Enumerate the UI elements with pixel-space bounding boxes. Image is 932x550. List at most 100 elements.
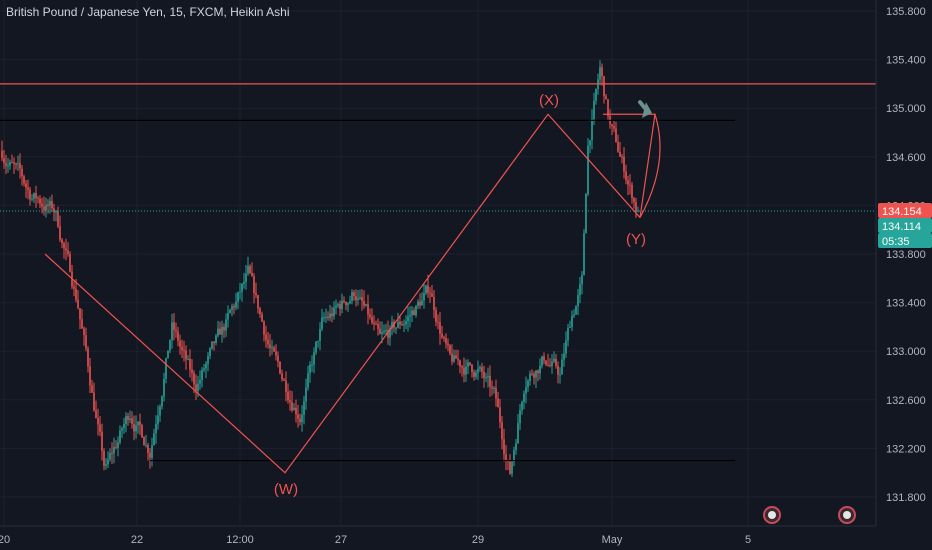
candle-body <box>73 286 75 289</box>
candle-body <box>471 364 473 373</box>
candle-body <box>405 321 407 325</box>
candle-body <box>271 347 273 349</box>
prev-price-tag-bg <box>878 218 932 233</box>
candle-body <box>355 296 357 301</box>
candle-body <box>583 233 585 276</box>
current-price-tag-bg <box>878 203 932 218</box>
candle-body <box>433 296 435 311</box>
candle-body <box>273 347 275 352</box>
candle-body <box>335 305 337 308</box>
candle-body <box>347 303 349 305</box>
candle-body <box>155 424 157 434</box>
candle-body <box>573 314 575 316</box>
candle-body <box>187 358 189 360</box>
candle-body <box>629 184 631 186</box>
candle-body <box>371 316 373 323</box>
candle-body <box>369 314 371 317</box>
candle-body <box>543 356 545 361</box>
time-tick-label: 27 <box>335 534 347 546</box>
candle-body <box>483 371 485 379</box>
candle-body <box>179 340 181 347</box>
candle-body <box>395 327 397 329</box>
candle-body <box>113 447 115 454</box>
candle-body <box>615 128 617 142</box>
candle-body <box>111 453 113 455</box>
candle-body <box>259 308 261 315</box>
candle-body <box>411 310 413 316</box>
candle-body <box>279 361 281 374</box>
candle-body <box>477 368 479 373</box>
candle-body <box>621 156 623 158</box>
candle-body <box>117 442 119 448</box>
candle-body <box>487 375 489 378</box>
time-axis[interactable]: 20 22 12:00 27 29 May 5 <box>0 525 876 546</box>
candle-body <box>161 396 163 407</box>
candle-body <box>43 206 45 211</box>
wave-label: (Y) <box>626 231 646 248</box>
candle-body <box>351 292 353 301</box>
candle-body <box>93 392 95 411</box>
candle-body <box>203 368 205 371</box>
price-tick-label: 135.000 <box>886 103 926 115</box>
candle-body <box>109 453 111 460</box>
chart-title: British Pound / Japanese Yen, 15, FXCM, … <box>6 5 290 19</box>
candle-body <box>469 362 471 365</box>
candle-body <box>247 266 249 274</box>
candle-body <box>489 375 491 387</box>
candle-body <box>333 307 335 317</box>
candle-body <box>317 340 319 342</box>
candle-body <box>75 288 77 300</box>
candle-body <box>539 365 541 374</box>
candle-body <box>627 180 629 185</box>
candle-body <box>493 388 495 390</box>
candle-body <box>231 306 233 310</box>
candle-body <box>425 285 427 294</box>
uk-event-icon[interactable] <box>763 506 781 524</box>
candle-body <box>595 89 597 101</box>
uk-event-icon-2[interactable] <box>838 506 856 524</box>
candle-body <box>91 385 93 393</box>
candle-body <box>587 145 589 195</box>
prev-price-tag: 134.114 <box>882 221 921 233</box>
candle-body <box>165 358 167 379</box>
candle-body <box>95 410 97 419</box>
candle-body <box>457 358 459 361</box>
candle-body <box>439 322 441 334</box>
candle-body <box>207 355 209 364</box>
candle-body <box>241 283 243 292</box>
candle-body <box>237 292 239 302</box>
candle-body <box>15 163 17 165</box>
candle-body <box>105 464 107 466</box>
candle-body <box>147 445 149 453</box>
time-tick-label: 22 <box>131 534 143 546</box>
candle-body <box>85 335 87 349</box>
time-tick-label: 29 <box>472 534 484 546</box>
candle-body <box>129 418 131 420</box>
candle-body <box>227 313 229 320</box>
candle-body <box>217 328 219 336</box>
candle-body <box>291 402 293 411</box>
candle-body <box>17 163 19 165</box>
candle-body <box>55 211 57 213</box>
candle-body <box>297 414 299 419</box>
price-axis[interactable]: 135.800135.400135.000134.600134.200133.8… <box>875 0 926 526</box>
candle-body <box>535 370 537 378</box>
candle-body <box>281 373 283 380</box>
candle-body <box>41 203 43 207</box>
candle-body <box>429 292 431 294</box>
candle-body <box>245 273 247 282</box>
candle-body <box>173 322 175 330</box>
candle-body <box>153 433 155 446</box>
candle-body <box>529 373 531 381</box>
candle-body <box>215 335 217 343</box>
candle-body <box>53 208 55 213</box>
candle-body <box>431 293 433 297</box>
candle-body <box>321 317 323 330</box>
candle-body <box>409 315 411 317</box>
candle-body <box>285 380 287 392</box>
candle-body <box>459 360 461 367</box>
candle-body <box>205 363 207 369</box>
candle-body <box>101 431 103 451</box>
candle-body <box>387 330 389 338</box>
